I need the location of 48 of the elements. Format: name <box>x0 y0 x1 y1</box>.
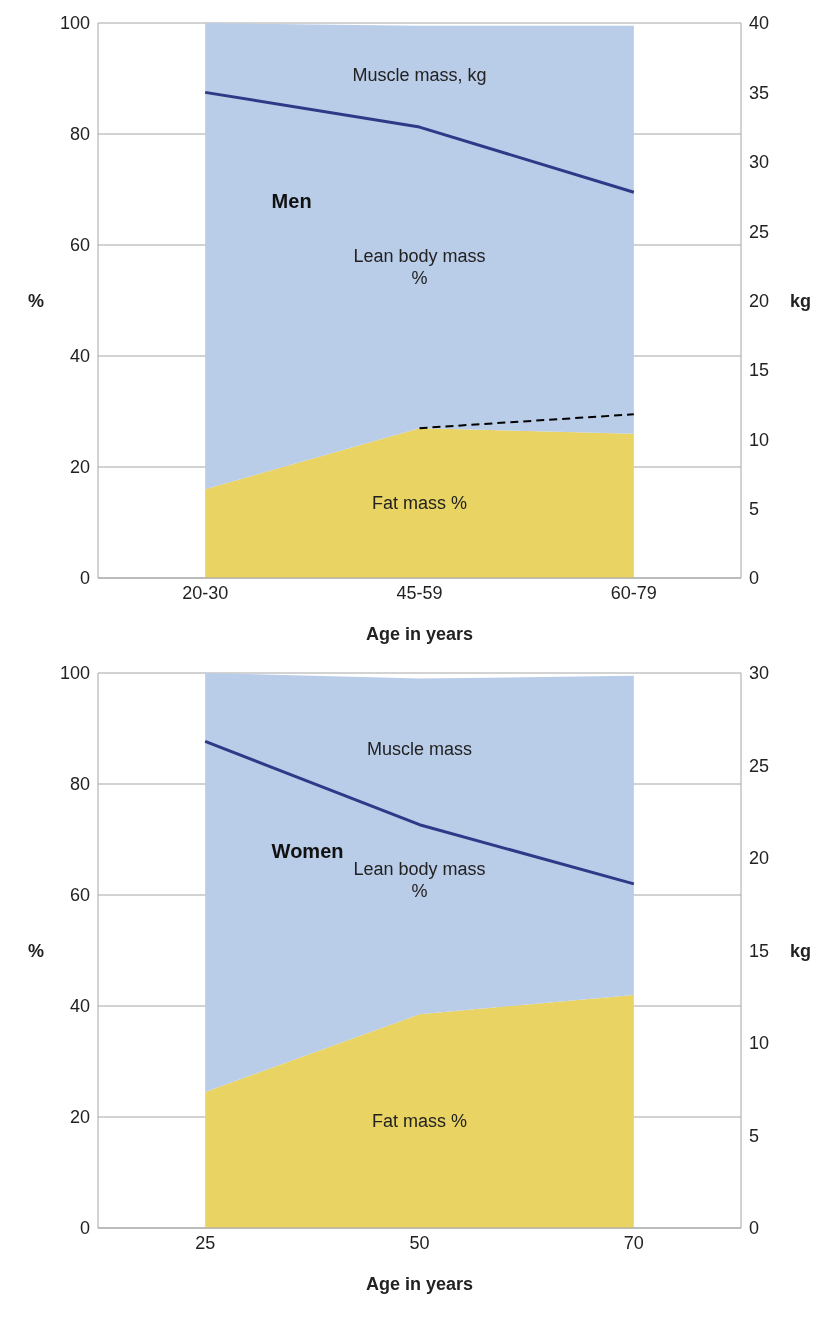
y2-tick-label: 35 <box>749 82 770 103</box>
y2-tick-label: 10 <box>749 1033 770 1054</box>
annotation: Men <box>271 189 312 213</box>
y-tick-label: 60 <box>69 235 90 256</box>
x-tick-label: 60-79 <box>610 582 657 603</box>
x-tick-label: 25 <box>195 1232 216 1253</box>
y2-tick-label: 5 <box>749 499 760 520</box>
x-tick-label: 45-59 <box>396 582 443 603</box>
y-tick-label: 20 <box>69 1107 90 1128</box>
y-tick-label: 80 <box>69 124 90 145</box>
y-tick-label: 60 <box>69 885 90 906</box>
y2-tick-label: 40 <box>749 13 770 34</box>
y2-tick-label: 25 <box>749 221 770 242</box>
y-tick-label: 100 <box>59 13 90 34</box>
y2-tick-label: 0 <box>749 1218 760 1239</box>
y2-tick-label: 20 <box>749 290 770 311</box>
series-label: Fat mass % <box>371 1110 468 1133</box>
y-tick-label: 80 <box>69 774 90 795</box>
y2-tick-label: 15 <box>749 360 770 381</box>
annotation: Women <box>271 839 344 863</box>
y-tick-label: 20 <box>69 457 90 478</box>
x-axis-title: Age in years <box>365 624 474 644</box>
y-tick-label: 0 <box>79 568 90 589</box>
y2-tick-label: 30 <box>749 663 770 684</box>
y2-tick-label: 15 <box>749 940 770 961</box>
x-axis-title: Age in years <box>365 1274 474 1294</box>
x-tick-label: 50 <box>409 1232 430 1253</box>
y-axis-title: % <box>28 940 45 961</box>
y-tick-label: 0 <box>79 1218 90 1239</box>
y2-tick-label: 5 <box>749 1125 760 1146</box>
series-label: Lean body mass % <box>352 245 487 290</box>
y2-axis-title: kg <box>789 940 811 961</box>
y2-tick-label: 30 <box>749 152 770 173</box>
series-label: Fat mass % <box>371 492 468 515</box>
y2-tick-label: 10 <box>749 429 770 450</box>
y-axis-title: % <box>28 290 45 311</box>
y-tick-label: 40 <box>69 996 90 1017</box>
y2-tick-label: 0 <box>749 568 760 589</box>
y-tick-label: 100 <box>59 663 90 684</box>
text: Muscle mass <box>366 737 473 760</box>
y-tick-label: 40 <box>69 346 90 367</box>
series-label: Lean body mass % <box>352 858 487 902</box>
y2-tick-label: 25 <box>749 755 770 776</box>
series-label: Muscle mass, kg <box>351 64 488 87</box>
x-tick-label: 70 <box>623 1232 644 1253</box>
y2-tick-label: 20 <box>749 848 770 869</box>
x-tick-label: 20-30 <box>182 582 229 603</box>
y2-axis-title: kg <box>789 290 811 311</box>
